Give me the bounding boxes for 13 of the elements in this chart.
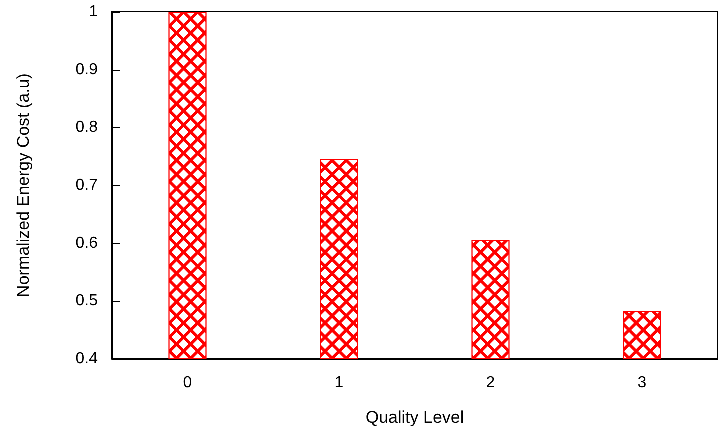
y-tick-label: 0.4 bbox=[76, 350, 98, 368]
x-tick-label: 0 bbox=[183, 374, 192, 392]
y-tick-label: 0.5 bbox=[76, 292, 98, 310]
y-tick-label: 0.7 bbox=[76, 177, 98, 194]
y-tick-label: 1 bbox=[89, 4, 98, 20]
x-tick-label: 1 bbox=[334, 374, 344, 392]
y-axis-title: Normalized Energy Cost (a.u) bbox=[14, 74, 33, 298]
x-tick-label: 3 bbox=[638, 374, 647, 392]
y-tick-label: 0.6 bbox=[76, 234, 98, 252]
y-tick-label: 0.9 bbox=[76, 61, 98, 78]
x-tick-label: 2 bbox=[486, 374, 496, 392]
y-tick-label: 0.8 bbox=[76, 119, 98, 136]
x-axis-title: Quality Level bbox=[366, 408, 464, 427]
